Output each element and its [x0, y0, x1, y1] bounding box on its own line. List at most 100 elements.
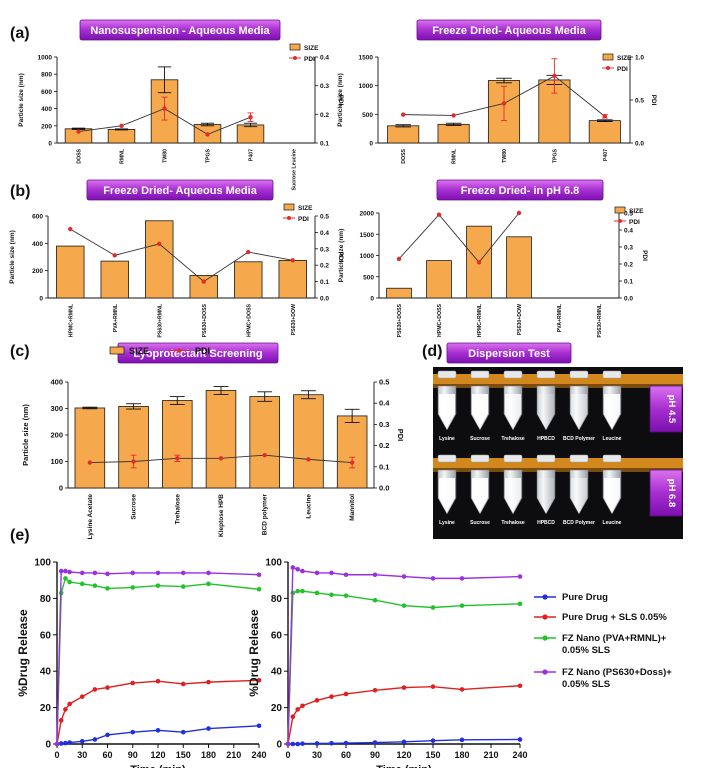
legend-c: SIZE PDI: [109, 346, 210, 356]
chart-b1: 0 200 400 600 0.0 0.1 0.2 0.3 0.4 0.5 HPMC+RMNL PVA…: [9, 203, 344, 338]
bar: [387, 125, 420, 144]
y2-tick-label: 0.0: [635, 141, 644, 148]
series-point: [295, 707, 300, 712]
category-label: Trehalose: [174, 494, 181, 525]
x-tick-label: 90: [370, 750, 380, 760]
pdi-point: [262, 452, 267, 458]
series-point: [58, 718, 64, 723]
series-point: [256, 723, 262, 729]
x-tick-label: 210: [483, 750, 498, 760]
y-tick-label: 400: [32, 241, 43, 248]
series-point: [180, 729, 186, 735]
bar: [162, 400, 193, 489]
category-label: Kleptose HPB: [218, 494, 225, 537]
x-tick-label: 30: [77, 750, 87, 760]
series-point: [314, 741, 320, 746]
series-point: [300, 741, 305, 746]
series-point: [54, 741, 60, 747]
ph-label-pH68: pH 6.8: [649, 469, 683, 517]
y-tick-label: 2000: [360, 211, 375, 218]
banner-a1-bg: [79, 19, 281, 41]
tube-liquid: [538, 478, 554, 512]
y-tick-label: 20: [271, 703, 283, 714]
y-tick-label: 1500: [360, 232, 375, 239]
category-label: PS630+RMNL: [157, 303, 163, 337]
y-axis-title: %Drug Release: [16, 609, 30, 697]
series-line: [56, 577, 260, 745]
banner-b2: Freeze Dried- in pH 6.8: [436, 179, 604, 201]
bar: [437, 123, 470, 144]
tube-cap: [437, 370, 457, 379]
tube-liquid: [439, 394, 455, 428]
pdi-point: [157, 241, 162, 247]
legend-pdi-text: PDI: [304, 56, 315, 63]
banner-b1: Freeze Dried- Aqueous Media: [86, 179, 274, 201]
y2-tick-label: 0.4: [624, 228, 633, 235]
series-point: [130, 680, 136, 686]
y-tick-label: 0: [370, 296, 374, 303]
y2-axis-title: PDI: [396, 429, 405, 442]
y-tick-label: 0: [369, 141, 373, 148]
series-point: [401, 685, 407, 690]
pdi-point: [131, 459, 136, 464]
tube-body: [536, 385, 556, 431]
series-point: [206, 679, 211, 685]
ph-label-bg: [649, 469, 683, 517]
series-point: [206, 726, 211, 731]
pdi-point: [68, 226, 73, 232]
pdi-point: [501, 101, 507, 106]
series-point: [180, 570, 186, 576]
series-point: [430, 605, 436, 610]
series-point: [256, 678, 262, 683]
series-point: [343, 572, 349, 578]
tube-label: Trehalose: [501, 436, 525, 442]
legend-pdi-marker: [293, 56, 297, 60]
y2-tick-label: 0.1: [624, 279, 633, 286]
pdi-point: [76, 129, 81, 134]
x-tick-label: 210: [226, 750, 241, 760]
category-label: TW80: [502, 149, 508, 163]
y-axis-title: Particle size (nm): [337, 73, 344, 126]
series-point: [459, 737, 465, 743]
ph-label-text: pH 4.5: [666, 395, 677, 424]
series-point: [401, 574, 407, 579]
y2-axis-title: PDI: [641, 250, 648, 261]
x-axis-title: Time (min): [376, 764, 432, 768]
dispersion-photo: Lysine Sucrose Trehalose HPBCD BCD Polymer Le…: [433, 367, 683, 539]
y2-tick-label: 0.0: [320, 296, 329, 303]
series-point: [295, 566, 300, 572]
legend-size-swatch: [614, 206, 626, 214]
series-point: [155, 678, 161, 684]
series-point: [314, 698, 320, 703]
tube-liquid: [439, 478, 455, 512]
legend-marker: [542, 594, 548, 600]
x-tick-label: 0: [54, 750, 59, 760]
x-tick-label: 120: [396, 750, 411, 760]
pdi-point: [401, 112, 406, 117]
category-label: TPGS: [552, 148, 558, 163]
legend-pdi-text: PDI: [195, 346, 210, 356]
shelf-edge: [433, 384, 683, 388]
series-point: [130, 585, 136, 590]
series-point: [517, 574, 523, 579]
category-label: PVA+RMNL: [557, 303, 563, 332]
legend-size-text: SIZE: [629, 208, 644, 215]
series-point: [105, 732, 110, 738]
bar: [234, 261, 263, 299]
category-label: DOSS: [77, 148, 83, 163]
y-tick-label: 100: [34, 558, 51, 569]
bar: [236, 124, 265, 144]
pdi-point: [201, 279, 206, 284]
category-label: BCD polymer: [262, 494, 269, 536]
tube-label: Leucine: [603, 520, 622, 526]
series-point: [79, 581, 85, 587]
y2-tick-label: 0.2: [624, 262, 633, 269]
bar: [118, 405, 149, 489]
bar: [100, 260, 129, 299]
y-tick-label: 100: [265, 558, 282, 569]
banner-a1-text: Nanosuspension - Aqueous Media: [90, 25, 270, 37]
pdi-line: [398, 212, 520, 264]
bar: [56, 245, 85, 299]
y-tick-label: 1000: [359, 83, 374, 90]
